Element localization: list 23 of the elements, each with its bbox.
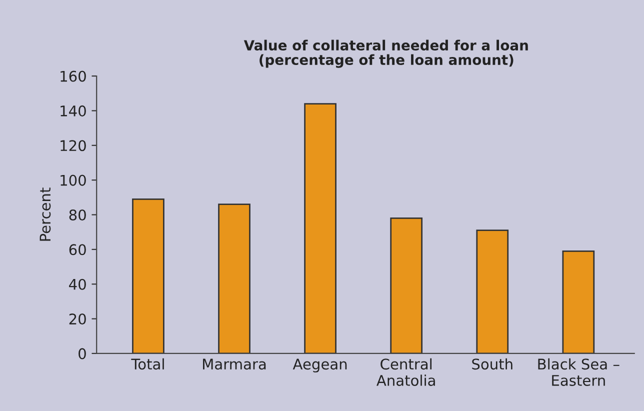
y-tick-label: 80 [69,209,86,220]
bar [390,218,423,354]
y-tick-label: 140 [60,105,86,116]
x-tick-label: Marmara [203,358,266,370]
x-tick-label: Black Sea – Eastern [538,358,620,386]
chart-title: Value of collateral needed for a loan (percentage of the loan amount) [244,40,528,68]
y-tick-label: 160 [60,70,86,82]
bar [476,230,509,354]
y-tick-label: 100 [60,174,86,186]
bar [562,250,595,354]
y-tick-label: 120 [60,140,86,152]
y-tick-label: 20 [69,314,86,325]
bar [304,103,336,354]
y-axis-title: Percent [40,188,51,241]
y-tick-label: 60 [69,244,86,256]
bar [218,204,250,354]
x-tick-label: South [472,358,512,370]
x-tick-label: Aegean [292,358,347,372]
y-tick-label: 0 [78,348,86,360]
x-tick-label: Total [131,358,164,370]
x-tick-label: Central Anatolia [376,358,435,386]
bar [132,198,164,354]
y-tick-label: 40 [69,278,86,290]
